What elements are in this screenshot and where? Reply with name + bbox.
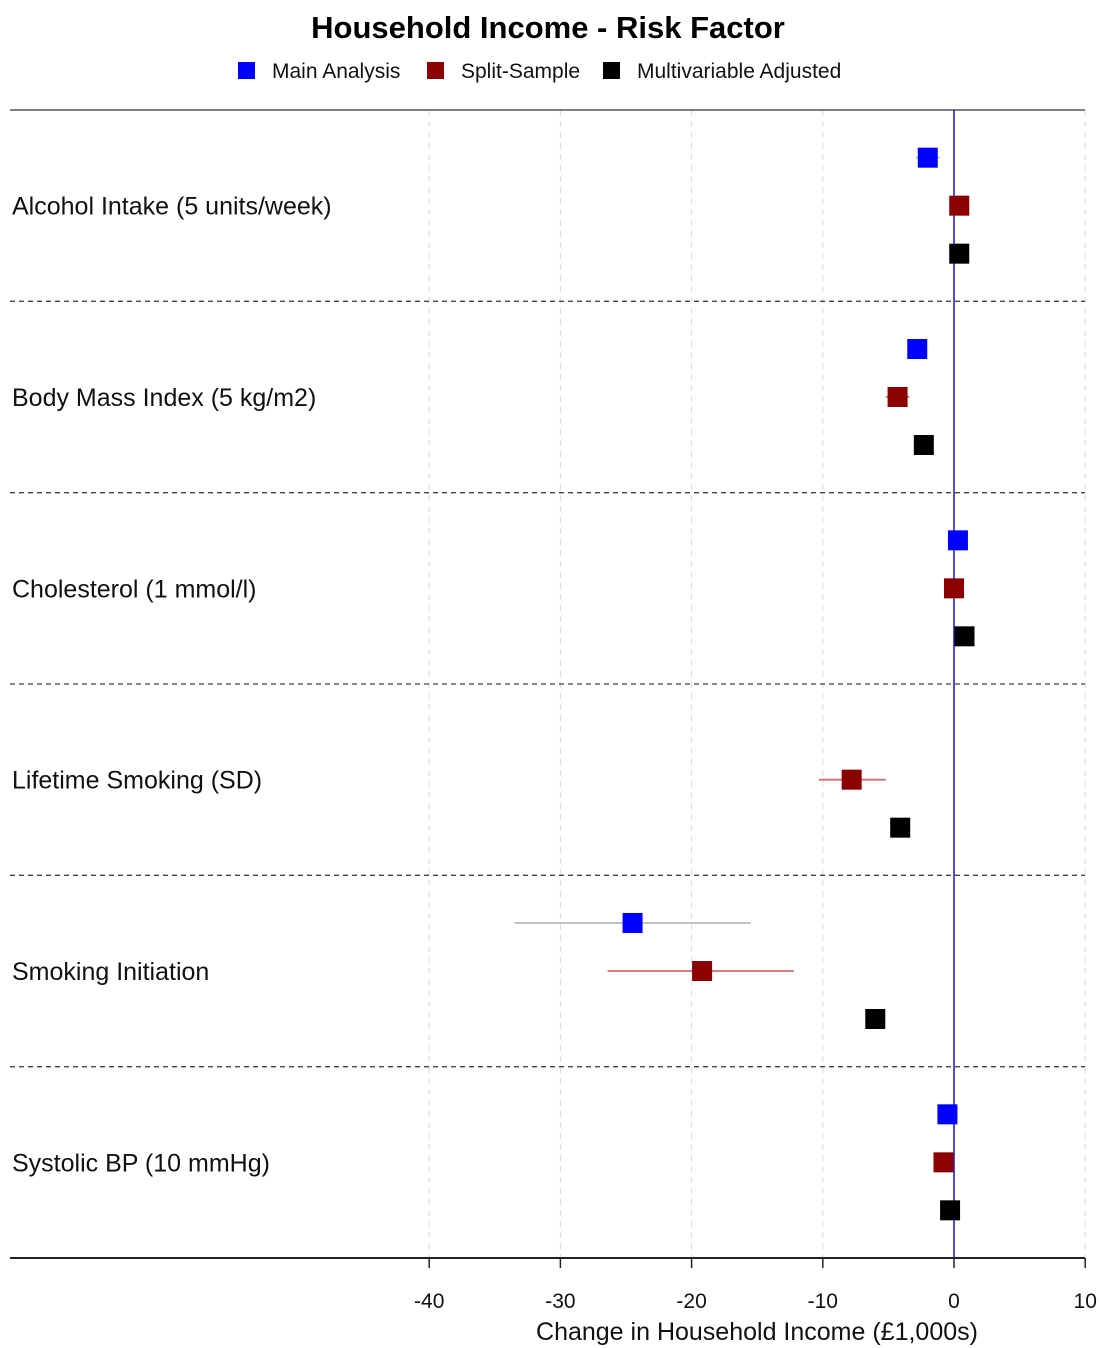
point-s1-c4	[692, 961, 713, 981]
point-s1-c0	[949, 195, 970, 216]
point-s1-c2	[944, 578, 964, 599]
category-label-4: Smoking Initiation	[12, 958, 209, 986]
x-tick-label-3: -10	[808, 1290, 838, 1313]
x-axis-title: Change in Household Income (£1,000s)	[536, 1318, 978, 1346]
category-label-1: Body Mass Index (5 kg/m2)	[12, 384, 316, 412]
legend-label-0: Main Analysis	[272, 60, 400, 83]
point-s2-c2	[954, 626, 975, 647]
legend-label-2: Multivariable Adjusted	[637, 60, 841, 83]
point-s2-c0	[949, 243, 970, 264]
legend-swatch-0	[238, 62, 255, 79]
point-s2-c3	[890, 817, 911, 838]
legend-swatch-1	[427, 62, 444, 79]
point-s1-c3	[841, 769, 862, 790]
x-tick-label-0: -40	[414, 1290, 444, 1313]
x-tick-label-2: -20	[676, 1290, 706, 1313]
legend-swatch-2	[603, 62, 620, 79]
plot-area: Alcohol Intake (5 units/week) Body Mass I…	[10, 109, 1097, 1313]
point-s0-c5	[937, 1104, 958, 1125]
point-s1-c5	[933, 1152, 954, 1173]
point-s0-c2	[947, 530, 968, 551]
point-s2-c5	[940, 1200, 961, 1221]
point-s0-c0	[917, 147, 938, 168]
point-s2-c4	[865, 1009, 886, 1029]
category-label-2: Cholesterol (1 mmol/l)	[12, 575, 257, 603]
point-s1-c1	[887, 387, 908, 407]
x-tick-label-4: 0	[948, 1290, 960, 1313]
x-tick-label-1: -30	[545, 1290, 575, 1313]
category-label-3: Lifetime Smoking (SD)	[12, 767, 262, 795]
chart-title: Household Income - Risk Factor	[311, 10, 785, 45]
x-tick-label-5: 10	[1074, 1290, 1097, 1313]
category-label-5: Systolic BP (10 mmHg)	[12, 1149, 270, 1177]
point-s2-c1	[913, 435, 934, 455]
category-label-0: Alcohol Intake (5 units/week)	[12, 193, 332, 221]
point-s0-c4	[622, 913, 643, 933]
legend: Main Analysis Split-Sample Multivariable A…	[238, 60, 841, 83]
legend-label-1: Split-Sample	[461, 60, 580, 83]
point-s0-c1	[907, 339, 928, 359]
